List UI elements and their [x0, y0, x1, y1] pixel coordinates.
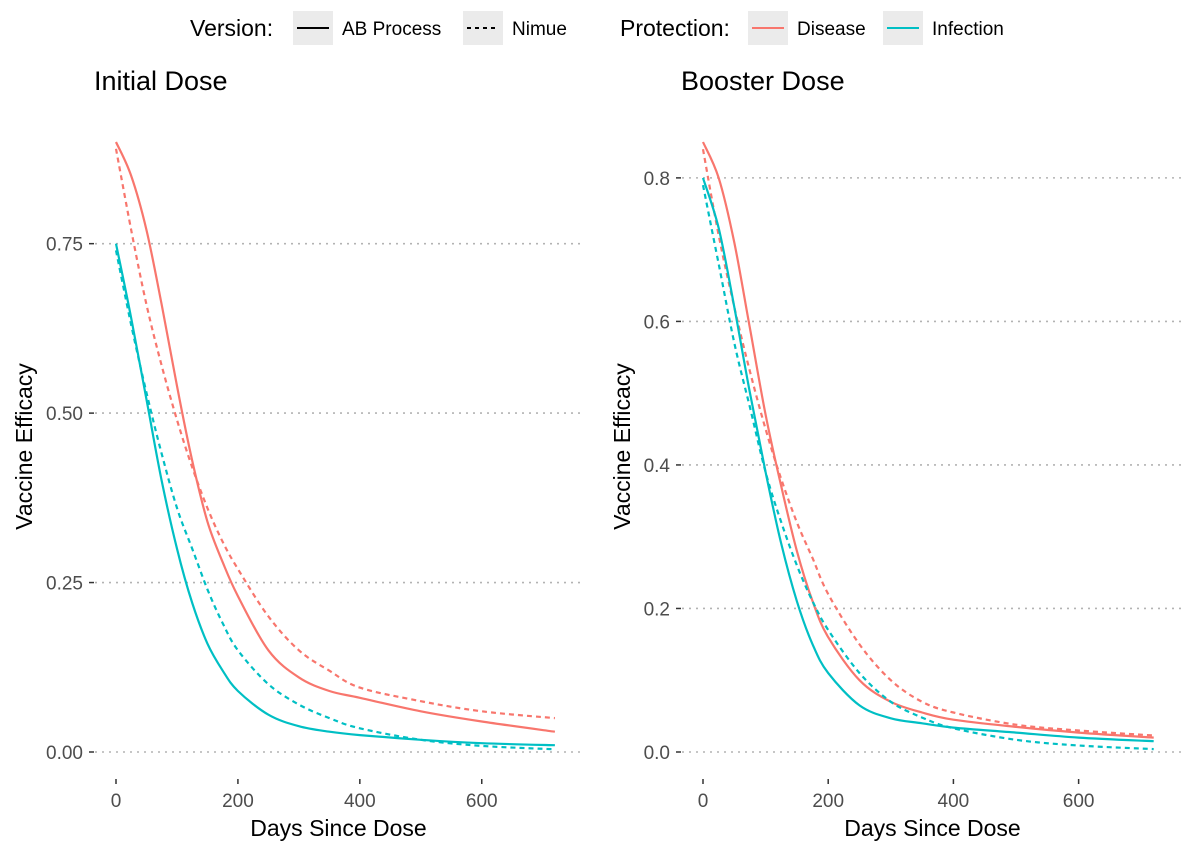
x-tick-label: 400 — [344, 791, 376, 812]
legend-key-disease: Disease — [748, 11, 866, 45]
y-tick-label: 0.50 — [46, 404, 83, 425]
y-tick-label: 0.4 — [644, 456, 671, 477]
legend-version-title: Version: — [190, 15, 273, 41]
panel-title: Initial Dose — [94, 66, 228, 96]
legend: Version: AB Process Nimue Protection: Diseas… — [190, 11, 1004, 45]
legend-key-nimue: Nimue — [463, 11, 567, 45]
y-axis-title: Vaccine Efficacy — [11, 363, 37, 530]
x-tick-label: 400 — [938, 791, 970, 812]
x-tick-label: 200 — [812, 791, 844, 812]
series-line-infection-ab-process — [701, 177, 1154, 743]
x-tick-label: 200 — [222, 791, 254, 812]
panel-initial-dose: Initial Dose 0.00 0.25 0.50 0.75 0 200 400 600 Da… — [11, 66, 582, 841]
x-tick-label: 600 — [1063, 791, 1095, 812]
series-line-disease-ab-process — [701, 141, 1154, 739]
legend-label: AB Process — [342, 19, 441, 40]
series-line-infection-nimue — [114, 250, 555, 751]
x-tick-label: 0 — [698, 791, 709, 812]
y-tick-label: 0.25 — [46, 574, 83, 595]
series-line-disease-nimue — [114, 148, 555, 720]
series-line-infection-ab-process — [114, 243, 555, 747]
y-axis-title: Vaccine Efficacy — [609, 363, 635, 530]
x-tick-label: 0 — [111, 791, 122, 812]
series-line-infection-nimue — [701, 184, 1154, 751]
y-tick-label: 0.6 — [644, 312, 670, 333]
legend-key-infection: Infection — [883, 11, 1004, 45]
series-line-disease-nimue — [701, 149, 1154, 737]
panel-title: Booster Dose — [681, 66, 845, 96]
legend-key-ab-process: AB Process — [293, 11, 441, 45]
x-tick-label: 600 — [466, 791, 498, 812]
panel-booster-dose: Booster Dose 0.0 0.2 0.4 0.6 0.8 0 200 400 600 Day… — [609, 66, 1181, 841]
legend-label: Infection — [932, 19, 1004, 40]
x-axis-title: Days Since Dose — [250, 815, 426, 841]
legend-label: Nimue — [512, 19, 567, 40]
y-tick-label: 0.75 — [46, 235, 83, 256]
legend-protection-title: Protection: — [620, 15, 730, 41]
y-tick-label: 0.8 — [644, 169, 670, 190]
y-tick-label: 0.00 — [46, 743, 83, 764]
legend-label: Disease — [797, 19, 866, 40]
y-tick-label: 0.0 — [644, 743, 670, 764]
x-axis-title: Days Since Dose — [844, 815, 1020, 841]
y-tick-label: 0.2 — [644, 599, 670, 620]
series-line-disease-ab-process — [114, 141, 556, 733]
